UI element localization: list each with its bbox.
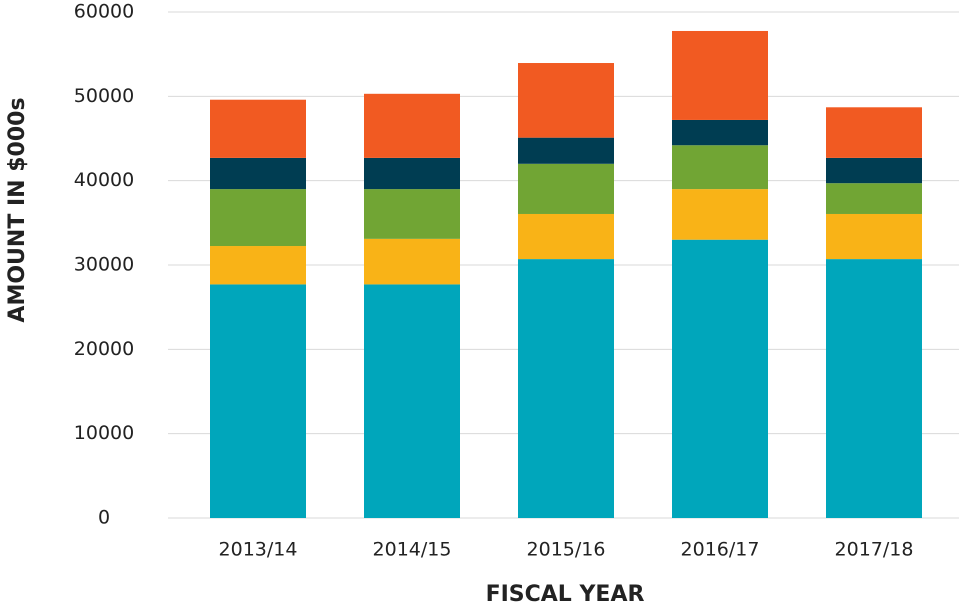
y-tick-label: 60000: [74, 1, 134, 23]
bar-segment: [826, 213, 922, 260]
bar-segment: [826, 259, 922, 518]
x-tick-label: 2016/17: [681, 539, 760, 561]
y-axis-title: AMOUNT IN $000s: [5, 97, 30, 322]
bar-segment: [210, 246, 306, 285]
x-tick-label: 2014/15: [373, 539, 452, 561]
bar-segment: [518, 213, 614, 260]
x-tick-label: 2013/14: [219, 539, 298, 561]
bar-segment: [210, 284, 306, 518]
bar-segment: [518, 259, 614, 518]
bar-segment: [672, 239, 768, 518]
bar-segment: [826, 157, 922, 184]
bar-segment: [672, 145, 768, 190]
bar-segment: [826, 107, 922, 158]
bar-segment: [364, 284, 460, 518]
x-tick-label: 2015/16: [527, 539, 606, 561]
bar-segment: [364, 238, 460, 285]
bar-segment: [364, 93, 460, 158]
y-tick-label: 10000: [74, 422, 134, 444]
y-tick-label: 50000: [74, 85, 134, 107]
y-tick-label: 30000: [74, 254, 134, 276]
bar-segment: [518, 63, 614, 138]
x-axis-title: FISCAL YEAR: [486, 582, 645, 607]
bar-segment: [364, 157, 460, 190]
bar-segment: [672, 119, 768, 146]
bar-segment: [672, 30, 768, 120]
y-tick-label: 40000: [74, 169, 134, 191]
bar-segment: [210, 189, 306, 247]
bar-segment: [364, 189, 460, 239]
bar-segment: [826, 183, 922, 214]
bar-segment: [518, 137, 614, 164]
y-tick-label: 0: [98, 507, 110, 529]
bar-segment: [210, 99, 306, 158]
y-tick-label: 20000: [74, 338, 134, 360]
bar-segment: [672, 189, 768, 240]
bar-segment: [210, 157, 306, 190]
x-tick-label: 2017/18: [835, 539, 914, 561]
bar-segment: [518, 163, 614, 214]
